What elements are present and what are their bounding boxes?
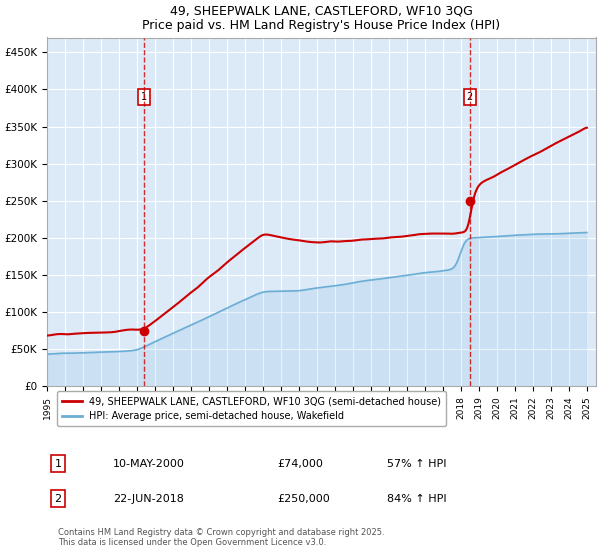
Text: 2: 2	[467, 92, 473, 102]
Text: 2: 2	[55, 493, 62, 503]
Text: Contains HM Land Registry data © Crown copyright and database right 2025.
This d: Contains HM Land Registry data © Crown c…	[58, 528, 385, 547]
Text: £74,000: £74,000	[278, 459, 323, 469]
Text: 10-MAY-2000: 10-MAY-2000	[113, 459, 185, 469]
Text: 1: 1	[55, 459, 61, 469]
Text: 1: 1	[141, 92, 147, 102]
Text: 57% ↑ HPI: 57% ↑ HPI	[387, 459, 447, 469]
Text: 22-JUN-2018: 22-JUN-2018	[113, 493, 184, 503]
Text: £250,000: £250,000	[278, 493, 330, 503]
Text: 84% ↑ HPI: 84% ↑ HPI	[387, 493, 447, 503]
Title: 49, SHEEPWALK LANE, CASTLEFORD, WF10 3QG
Price paid vs. HM Land Registry's House: 49, SHEEPWALK LANE, CASTLEFORD, WF10 3QG…	[142, 4, 500, 32]
Legend: 49, SHEEPWALK LANE, CASTLEFORD, WF10 3QG (semi-detached house), HPI: Average pri: 49, SHEEPWALK LANE, CASTLEFORD, WF10 3QG…	[58, 391, 446, 426]
